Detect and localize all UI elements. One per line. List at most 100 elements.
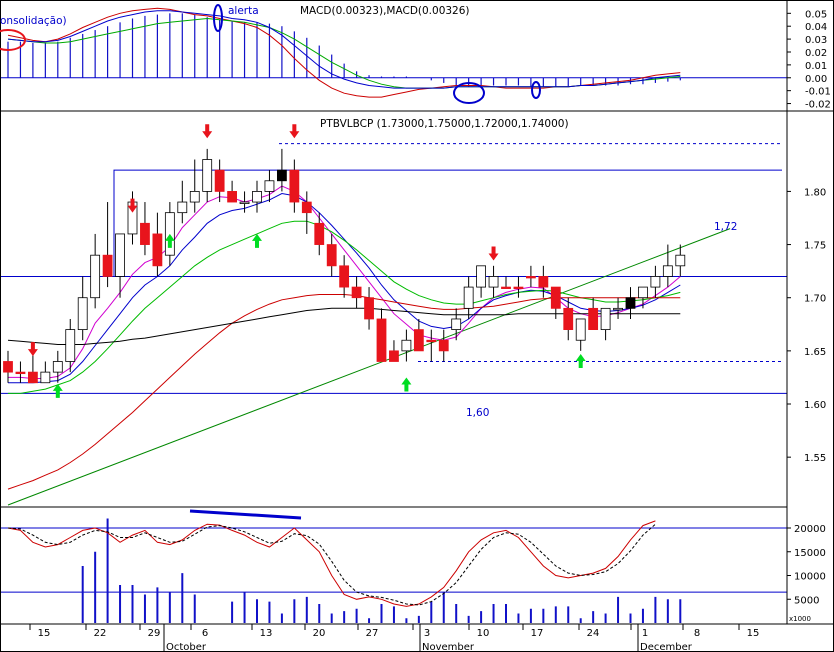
x-tick-label: 8: [694, 628, 700, 639]
x-tick-label: 29: [148, 628, 161, 639]
candle-body: [351, 286, 362, 299]
month-label: December: [640, 642, 693, 652]
candle-body: [575, 318, 586, 341]
stoch-y-tick-label: 20000: [794, 524, 826, 535]
candle-body: [376, 318, 387, 362]
volume-unit-label: x1000: [789, 615, 811, 623]
candle-body: [476, 265, 487, 288]
x-tick-label: 3: [424, 628, 430, 639]
x-tick-label: 27: [366, 628, 379, 639]
candle-body: [276, 169, 287, 182]
x-tick-label: 6: [202, 628, 208, 639]
candle-body: [463, 286, 474, 309]
candle-body: [339, 265, 350, 288]
candle-body: [650, 276, 661, 288]
macd-title: MACD(0.00323),MACD(0.00326): [300, 5, 470, 17]
bottom-ellipse-small: [531, 81, 541, 99]
candle-body: [52, 361, 63, 373]
candle-body: [264, 180, 275, 192]
stoch-y-tick-label: 15000: [794, 548, 826, 559]
x-tick-label: 20: [313, 628, 326, 639]
sell-arrow-icon: [202, 124, 213, 139]
candle-body: [252, 191, 262, 203]
candle-body: [501, 286, 511, 289]
stoch-y-tick-label: 10000: [794, 572, 826, 583]
x-tick-label: 10: [477, 628, 490, 639]
buy-arrow-icon: [52, 383, 63, 398]
candle-body: [3, 361, 13, 373]
divergence-line: [189, 509, 302, 520]
x-tick-label: 15: [38, 628, 51, 639]
macd-y-tick-label: 0.01: [805, 61, 827, 72]
annotation-layer: [0, 4, 586, 520]
alerta-ellipse: [213, 4, 223, 32]
candle-body: [140, 222, 150, 245]
candle-body: [638, 286, 648, 299]
candle-body: [600, 307, 611, 331]
candle-body: [389, 350, 399, 362]
price-y-tick-label: 1.55: [804, 453, 826, 464]
candle-body: [426, 339, 437, 343]
bottom-ellipse: [453, 82, 485, 104]
macd-y-tick-label: -0.02: [805, 100, 831, 111]
x-tick-label: 15: [747, 628, 760, 639]
month-label: November: [422, 642, 475, 652]
candle-body: [115, 233, 125, 277]
candle-body: [177, 201, 188, 214]
buy-arrow-icon: [575, 354, 586, 369]
candle-body: [438, 339, 449, 352]
candle-body: [401, 339, 412, 352]
candle-body: [227, 191, 238, 203]
trendline: [7, 228, 731, 506]
candle-body: [675, 254, 686, 267]
candle-body: [202, 159, 213, 192]
candle-body: [488, 276, 499, 288]
candle-body: [189, 191, 200, 203]
moving-average-line: [8, 220, 681, 394]
candle-body: [301, 201, 312, 214]
macd-y-tick-label: 0.03: [805, 35, 827, 46]
price-y-tick-label: 1.80: [804, 187, 826, 198]
candle-body: [538, 276, 549, 288]
candle-body: [451, 318, 462, 331]
candle-body: [550, 286, 561, 309]
candle-body: [152, 233, 163, 267]
price-y-tick-label: 1.75: [804, 241, 826, 252]
candle-body: [314, 222, 325, 245]
x-tick-label: 17: [531, 628, 544, 639]
candle-body: [513, 286, 524, 289]
candle-body: [326, 244, 337, 267]
candle-body: [65, 329, 76, 362]
level-172-label: 1,72: [714, 221, 737, 233]
box-top-line: [113, 169, 782, 277]
consolidacao-label: onsolidação): [0, 15, 67, 27]
buy-arrow-icon: [401, 377, 412, 392]
candle-body: [102, 254, 113, 277]
candle-body: [214, 169, 225, 192]
candle-body: [77, 297, 88, 331]
macd-y-tick-label: 0.00: [805, 74, 827, 85]
stoch-y-tick-label: 5000: [794, 595, 819, 606]
sell-arrow-icon: [488, 246, 499, 261]
candle-body: [239, 201, 250, 204]
candle-body: [613, 307, 623, 311]
macd-line-blue: [7, 10, 681, 89]
price-title: PTBVLBCP (1.73000,1.75000,1.72000,1.7400…: [320, 118, 569, 130]
macd-y-tick-label: 0.02: [805, 48, 827, 59]
candle-body: [364, 297, 374, 320]
stochastic-volume-panel: [0, 518, 787, 623]
price-y-tick-label: 1.60: [804, 400, 826, 411]
candle-body: [526, 276, 536, 279]
macd-panel: [0, 7, 787, 98]
stochastic-line: [7, 523, 656, 606]
candle-body: [662, 265, 673, 277]
price-panel: [0, 143, 787, 506]
candle-body: [625, 297, 636, 309]
sell-arrow-icon: [27, 342, 38, 357]
candle-body: [563, 307, 574, 331]
sell-arrow-icon: [289, 124, 300, 139]
x-tick-label: 1: [642, 628, 648, 639]
